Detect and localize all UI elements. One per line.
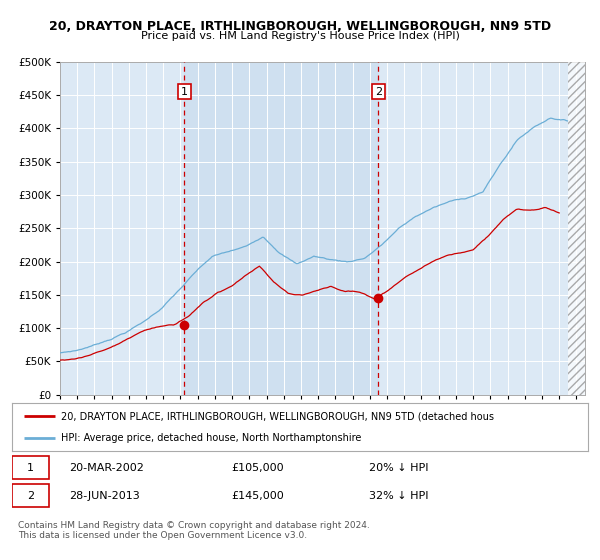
Text: 20, DRAYTON PLACE, IRTHLINGBOROUGH, WELLINGBOROUGH, NN9 5TD: 20, DRAYTON PLACE, IRTHLINGBOROUGH, WELL… bbox=[49, 20, 551, 32]
Text: £105,000: £105,000 bbox=[231, 463, 284, 473]
Text: 28-JUN-2013: 28-JUN-2013 bbox=[70, 491, 140, 501]
Text: Contains HM Land Registry data © Crown copyright and database right 2024.
This d: Contains HM Land Registry data © Crown c… bbox=[18, 521, 370, 540]
FancyBboxPatch shape bbox=[12, 456, 49, 479]
Text: 20% ↓ HPI: 20% ↓ HPI bbox=[369, 463, 428, 473]
Text: HPI: Average price, detached house, North Northamptonshire: HPI: Average price, detached house, Nort… bbox=[61, 433, 361, 443]
Text: 2: 2 bbox=[375, 87, 382, 96]
FancyBboxPatch shape bbox=[12, 484, 49, 507]
Text: 1: 1 bbox=[27, 463, 34, 473]
Text: 32% ↓ HPI: 32% ↓ HPI bbox=[369, 491, 428, 501]
Text: Price paid vs. HM Land Registry's House Price Index (HPI): Price paid vs. HM Land Registry's House … bbox=[140, 31, 460, 41]
Text: £145,000: £145,000 bbox=[231, 491, 284, 501]
Text: 1: 1 bbox=[181, 87, 188, 96]
Bar bbox=[568, 62, 585, 395]
Text: 2: 2 bbox=[27, 491, 34, 501]
Text: 20, DRAYTON PLACE, IRTHLINGBOROUGH, WELLINGBOROUGH, NN9 5TD (detached hous: 20, DRAYTON PLACE, IRTHLINGBOROUGH, WELL… bbox=[61, 411, 494, 421]
Bar bbox=[184, 62, 378, 395]
Text: 20-MAR-2002: 20-MAR-2002 bbox=[70, 463, 145, 473]
